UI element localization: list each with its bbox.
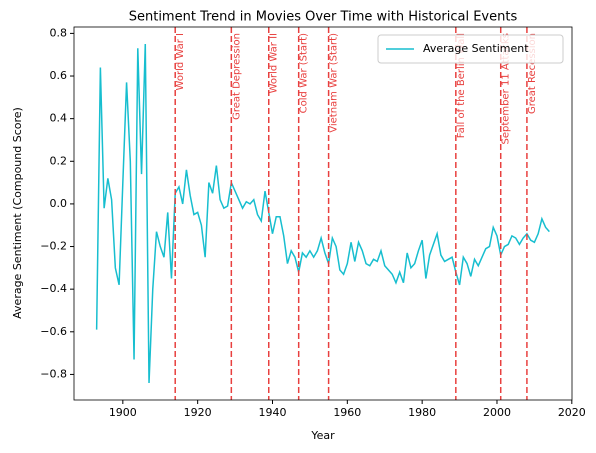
y-tick-label: −0.8 [40,367,67,380]
event-label: Great Recession [527,33,538,114]
y-axis-label: Average Sentiment (Compound Score) [11,107,24,319]
event-label: World War II [269,33,280,93]
event-label: Fall of the Berlin Wall [456,33,467,138]
event-label: September 11 Attacks [501,33,512,145]
x-tick-label: 2000 [483,406,511,419]
x-tick-label: 1900 [109,406,137,419]
x-tick-label: 1960 [333,406,361,419]
y-tick-label: 0.0 [50,197,68,210]
axes-frame [73,26,573,401]
x-tick-label: 1940 [258,406,286,419]
legend: Average Sentiment [377,34,564,64]
x-tick-label: 1920 [184,406,212,419]
y-tick-label: 0.8 [50,26,68,39]
data-line [95,44,550,383]
y-tick-label: 0.4 [50,112,68,125]
plot-area: World War I Great Depression World War II C… [95,27,550,400]
y-tick-label: −0.2 [40,240,67,253]
y-tick-label: −0.6 [40,325,67,338]
event-label: Great Depression [231,33,242,120]
legend-box [377,34,564,64]
y-tick-label: 0.2 [50,154,68,167]
legend-label: Average Sentiment [423,42,529,55]
y-tick-label: −0.4 [40,282,67,295]
event-label: Cold War (Start) [299,33,310,113]
chart-title: Sentiment Trend in Movies Over Time with… [129,10,518,25]
y-tick-label: 0.6 [50,69,68,82]
x-axis-label: Year [310,429,335,442]
x-tick-label: 2020 [558,406,586,419]
event-label: Vietnam War (Start) [329,33,340,133]
event-label: World War I [175,33,186,90]
x-tick-label: 1980 [408,406,436,419]
